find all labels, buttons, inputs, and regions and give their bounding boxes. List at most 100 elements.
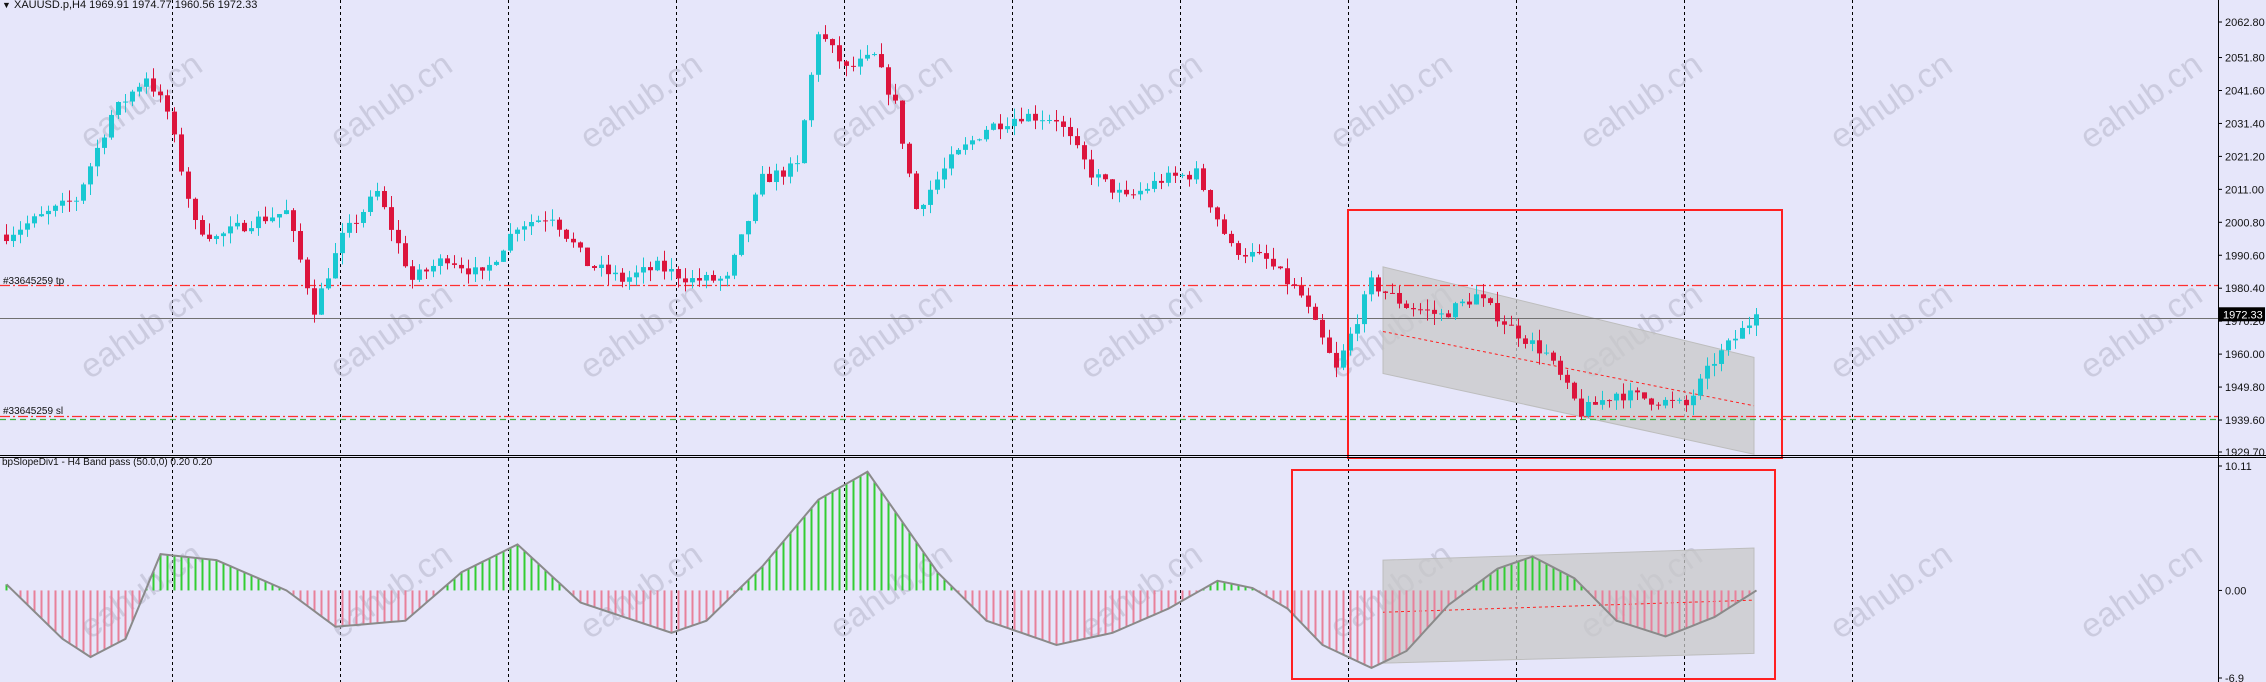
- bull-candle[interactable]: [956, 149, 961, 155]
- bull-candle[interactable]: [1719, 350, 1724, 364]
- bear-candle[interactable]: [606, 264, 611, 275]
- bull-candle[interactable]: [1705, 365, 1710, 379]
- bear-candle[interactable]: [1607, 400, 1612, 402]
- bear-candle[interactable]: [1285, 268, 1290, 285]
- bear-candle[interactable]: [1201, 168, 1206, 191]
- bull-candle[interactable]: [1740, 327, 1745, 339]
- bull-candle[interactable]: [277, 214, 282, 218]
- bear-candle[interactable]: [1229, 233, 1234, 244]
- bull-candle[interactable]: [494, 261, 499, 265]
- bull-candle[interactable]: [1355, 324, 1360, 334]
- candlestick-series[interactable]: [4, 25, 1759, 421]
- bear-candle[interactable]: [851, 65, 856, 67]
- bear-candle[interactable]: [165, 95, 170, 112]
- bull-candle[interactable]: [774, 170, 779, 183]
- bear-candle[interactable]: [781, 170, 786, 177]
- bear-candle[interactable]: [1579, 398, 1584, 417]
- bull-candle[interactable]: [963, 144, 968, 150]
- bull-candle[interactable]: [1733, 338, 1738, 341]
- bear-candle[interactable]: [1334, 352, 1339, 368]
- bull-candle[interactable]: [417, 269, 422, 280]
- bull-candle[interactable]: [753, 194, 758, 222]
- bear-candle[interactable]: [1033, 113, 1038, 121]
- bull-candle[interactable]: [1166, 172, 1171, 183]
- bear-candle[interactable]: [172, 111, 177, 135]
- bear-candle[interactable]: [1432, 309, 1437, 314]
- bull-candle[interactable]: [935, 179, 940, 190]
- bear-candle[interactable]: [1481, 294, 1486, 299]
- bull-candle[interactable]: [123, 101, 128, 103]
- bear-candle[interactable]: [151, 78, 156, 92]
- bear-candle[interactable]: [1131, 194, 1136, 196]
- bear-candle[interactable]: [683, 278, 688, 283]
- bull-candle[interactable]: [1530, 340, 1535, 344]
- bull-candle[interactable]: [704, 274, 709, 281]
- bear-candle[interactable]: [1208, 190, 1213, 208]
- bear-candle[interactable]: [1271, 258, 1276, 267]
- bear-candle[interactable]: [396, 229, 401, 244]
- bear-candle[interactable]: [1054, 119, 1059, 122]
- bear-candle[interactable]: [1110, 179, 1115, 193]
- bear-candle[interactable]: [1243, 254, 1248, 257]
- bull-candle[interactable]: [46, 210, 51, 215]
- bull-candle[interactable]: [88, 166, 93, 185]
- bear-candle[interactable]: [1411, 308, 1416, 310]
- bull-candle[interactable]: [1362, 294, 1367, 325]
- bull-candle[interactable]: [431, 265, 436, 272]
- bull-candle[interactable]: [1474, 294, 1479, 305]
- bull-candle[interactable]: [1586, 401, 1591, 417]
- bear-candle[interactable]: [452, 263, 457, 265]
- bear-candle[interactable]: [767, 173, 772, 183]
- bull-candle[interactable]: [1348, 333, 1353, 351]
- bull-candle[interactable]: [1040, 120, 1045, 122]
- bear-candle[interactable]: [445, 258, 450, 264]
- bull-candle[interactable]: [1145, 188, 1150, 191]
- bear-candle[interactable]: [466, 268, 471, 275]
- bull-candle[interactable]: [522, 226, 527, 230]
- bull-candle[interactable]: [634, 272, 639, 278]
- bear-candle[interactable]: [1425, 309, 1430, 311]
- bull-candle[interactable]: [1614, 393, 1619, 401]
- bull-candle[interactable]: [214, 236, 219, 239]
- bull-candle[interactable]: [32, 216, 37, 224]
- bull-candle[interactable]: [256, 216, 261, 229]
- bear-candle[interactable]: [1257, 251, 1262, 254]
- bull-candle[interactable]: [1047, 119, 1052, 121]
- bull-candle[interactable]: [1747, 325, 1752, 328]
- bear-candle[interactable]: [263, 216, 268, 222]
- bull-candle[interactable]: [368, 196, 373, 212]
- bull-candle[interactable]: [95, 147, 100, 167]
- bull-candle[interactable]: [53, 205, 58, 211]
- bull-candle[interactable]: [669, 268, 674, 272]
- bull-candle[interactable]: [284, 210, 289, 215]
- bull-candle[interactable]: [1005, 126, 1010, 130]
- bear-candle[interactable]: [1404, 303, 1409, 309]
- bull-candle[interactable]: [1369, 277, 1374, 295]
- bull-candle[interactable]: [1439, 313, 1444, 315]
- bull-candle[interactable]: [599, 264, 604, 269]
- bull-candle[interactable]: [137, 86, 142, 92]
- bull-candle[interactable]: [130, 91, 135, 102]
- bear-candle[interactable]: [1390, 292, 1395, 294]
- bull-candle[interactable]: [74, 200, 79, 202]
- bull-candle[interactable]: [270, 217, 275, 222]
- bull-candle[interactable]: [326, 278, 331, 289]
- bull-candle[interactable]: [1250, 251, 1255, 257]
- bear-candle[interactable]: [1488, 298, 1493, 304]
- bear-candle[interactable]: [1236, 243, 1241, 255]
- bear-candle[interactable]: [1187, 174, 1192, 180]
- bull-candle[interactable]: [361, 211, 366, 223]
- bull-candle[interactable]: [249, 228, 254, 232]
- bear-candle[interactable]: [1523, 338, 1528, 344]
- bull-candle[interactable]: [739, 234, 744, 255]
- bear-candle[interactable]: [1019, 118, 1024, 122]
- bull-candle[interactable]: [228, 226, 233, 234]
- bear-candle[interactable]: [1537, 340, 1542, 354]
- bear-candle[interactable]: [298, 231, 303, 260]
- bull-candle[interactable]: [802, 120, 807, 164]
- bull-candle[interactable]: [18, 229, 23, 235]
- bear-candle[interactable]: [1383, 291, 1388, 293]
- bull-candle[interactable]: [1628, 390, 1633, 401]
- bull-candle[interactable]: [627, 277, 632, 282]
- bull-candle[interactable]: [949, 154, 954, 169]
